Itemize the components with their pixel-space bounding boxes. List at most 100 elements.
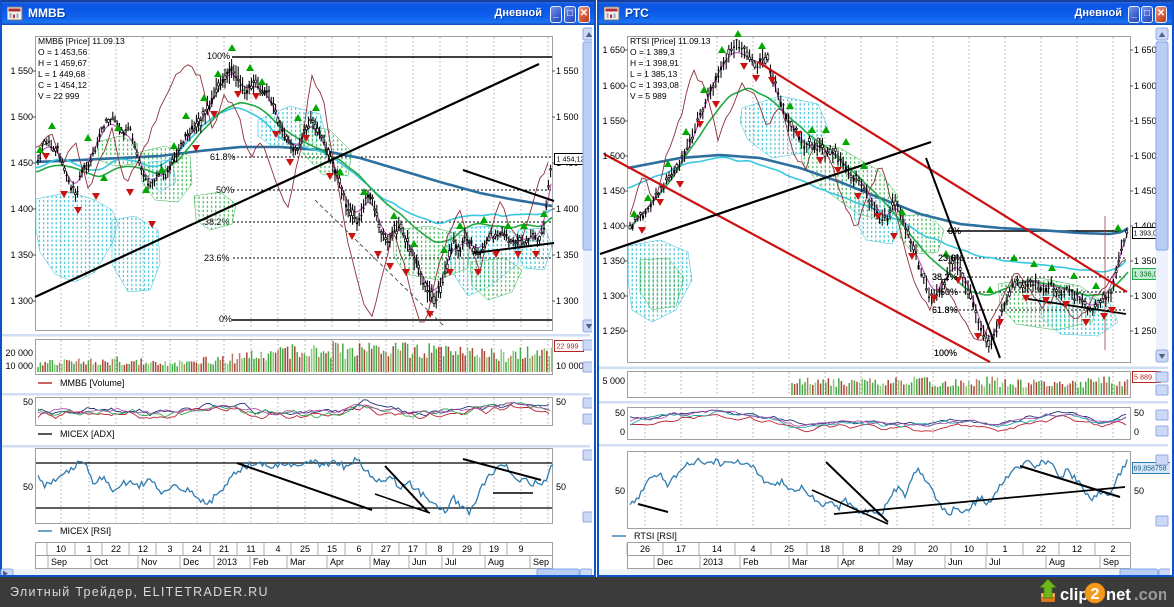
svg-text:ММВБ [Price] 11.09.13: ММВБ [Price] 11.09.13 bbox=[38, 36, 125, 46]
svg-text:2: 2 bbox=[1091, 586, 1100, 603]
svg-text:4: 4 bbox=[275, 544, 280, 554]
svg-text:18: 18 bbox=[820, 544, 830, 554]
svg-text:1 300: 1 300 bbox=[10, 296, 33, 306]
svg-text:6: 6 bbox=[356, 544, 361, 554]
svg-text:C = 1 393,08: C = 1 393,08 bbox=[630, 80, 679, 90]
svg-text:0: 0 bbox=[620, 427, 625, 437]
svg-text:50: 50 bbox=[615, 408, 625, 418]
svg-text:8: 8 bbox=[858, 544, 863, 554]
svg-text:100%: 100% bbox=[934, 348, 957, 358]
svg-text:Jun: Jun bbox=[948, 557, 963, 567]
svg-text:RTSI [Price] 11.09.13: RTSI [Price] 11.09.13 bbox=[630, 36, 711, 46]
svg-text:22: 22 bbox=[1036, 544, 1046, 554]
svg-text:clip: clip bbox=[1060, 586, 1088, 604]
svg-text:1 450: 1 450 bbox=[10, 158, 33, 168]
svg-text:1 300: 1 300 bbox=[556, 296, 579, 306]
svg-text:1 400: 1 400 bbox=[602, 221, 625, 231]
svg-text:61.8%: 61.8% bbox=[932, 305, 958, 315]
svg-text:May: May bbox=[896, 557, 914, 567]
svg-text:50: 50 bbox=[23, 482, 33, 492]
svg-text:2013: 2013 bbox=[703, 557, 723, 567]
svg-text:Apr: Apr bbox=[841, 557, 855, 567]
svg-text:1 454,12: 1 454,12 bbox=[557, 155, 585, 164]
svg-text:14: 14 bbox=[712, 544, 722, 554]
svg-text:L = 1 385,13: L = 1 385,13 bbox=[630, 69, 677, 79]
svg-text:1 393,09: 1 393,09 bbox=[1134, 231, 1161, 238]
svg-text:C = 1 454,12: C = 1 454,12 bbox=[38, 80, 87, 90]
svg-text:0%: 0% bbox=[219, 314, 232, 324]
svg-text:24: 24 bbox=[192, 544, 202, 554]
svg-text:1 550: 1 550 bbox=[1134, 116, 1157, 126]
svg-text:25: 25 bbox=[300, 544, 310, 554]
svg-text:Dec: Dec bbox=[657, 557, 674, 567]
svg-text:22: 22 bbox=[111, 544, 121, 554]
svg-text:1 500: 1 500 bbox=[1134, 151, 1157, 161]
svg-text:V = 5 989: V = 5 989 bbox=[630, 91, 667, 101]
svg-text:61.8%: 61.8% bbox=[210, 152, 236, 162]
svg-text:MICEX [RSI]: MICEX [RSI] bbox=[60, 526, 111, 536]
svg-text:1 400: 1 400 bbox=[10, 204, 33, 214]
svg-text:10 000: 10 000 bbox=[556, 361, 584, 371]
svg-text:Aug: Aug bbox=[1049, 557, 1065, 567]
svg-text:Feb: Feb bbox=[253, 557, 269, 567]
svg-text:1 250: 1 250 bbox=[602, 326, 625, 336]
svg-text:L = 1 449,68: L = 1 449,68 bbox=[38, 69, 85, 79]
svg-text:1 450: 1 450 bbox=[602, 186, 625, 196]
svg-text:1 450: 1 450 bbox=[1134, 186, 1157, 196]
svg-text:2013: 2013 bbox=[217, 557, 237, 567]
svg-text:4: 4 bbox=[750, 544, 755, 554]
svg-text:H = 1 398,91: H = 1 398,91 bbox=[630, 58, 679, 68]
svg-text:8: 8 bbox=[437, 544, 442, 554]
svg-text:23.6%: 23.6% bbox=[938, 253, 964, 263]
svg-text:O = 1 453,56: O = 1 453,56 bbox=[38, 47, 88, 57]
svg-text:1 500: 1 500 bbox=[10, 112, 33, 122]
svg-text:50: 50 bbox=[1134, 408, 1144, 418]
svg-text:1 350: 1 350 bbox=[556, 250, 579, 260]
svg-text:Jul: Jul bbox=[989, 557, 1001, 567]
svg-text:5 889: 5 889 bbox=[1134, 373, 1152, 382]
svg-text:MICEX [ADX]: MICEX [ADX] bbox=[60, 429, 115, 439]
svg-text:1 600: 1 600 bbox=[1134, 81, 1157, 91]
svg-text:Nov: Nov bbox=[141, 557, 158, 567]
svg-text:25: 25 bbox=[784, 544, 794, 554]
svg-text:50%: 50% bbox=[216, 185, 234, 195]
svg-text:Mar: Mar bbox=[792, 557, 808, 567]
svg-text:10: 10 bbox=[56, 544, 66, 554]
svg-text:O = 1 389,3: O = 1 389,3 bbox=[630, 47, 675, 57]
svg-text:Sep: Sep bbox=[51, 557, 67, 567]
svg-text:11: 11 bbox=[246, 544, 255, 554]
svg-text:27: 27 bbox=[381, 544, 391, 554]
svg-text:17: 17 bbox=[408, 544, 418, 554]
svg-text:100%: 100% bbox=[934, 348, 957, 358]
svg-text:Jul: Jul bbox=[445, 557, 457, 567]
svg-text:Mar: Mar bbox=[290, 557, 306, 567]
svg-text:1 650: 1 650 bbox=[1134, 45, 1157, 55]
svg-text:1 250: 1 250 bbox=[1134, 326, 1157, 336]
svg-text:3: 3 bbox=[167, 544, 172, 554]
svg-text:15: 15 bbox=[327, 544, 337, 554]
svg-text:0: 0 bbox=[1134, 427, 1139, 437]
svg-text:23.6%: 23.6% bbox=[938, 253, 964, 263]
svg-text:1 300: 1 300 bbox=[602, 291, 625, 301]
svg-text:50: 50 bbox=[556, 482, 566, 492]
svg-text:20: 20 bbox=[928, 544, 938, 554]
svg-text:1 650: 1 650 bbox=[602, 45, 625, 55]
svg-text:17: 17 bbox=[676, 544, 686, 554]
svg-text:20 000: 20 000 bbox=[5, 348, 33, 358]
svg-text:69,858758: 69,858758 bbox=[1134, 466, 1167, 473]
svg-text:100%: 100% bbox=[207, 51, 230, 61]
svg-text:2: 2 bbox=[1110, 544, 1115, 554]
svg-text:38.2%: 38.2% bbox=[932, 272, 958, 282]
svg-text:net: net bbox=[1106, 586, 1131, 604]
svg-text:1 336,03: 1 336,03 bbox=[1134, 270, 1162, 279]
svg-text:29: 29 bbox=[462, 544, 472, 554]
svg-text:ММВБ [Volume]: ММВБ [Volume] bbox=[60, 378, 124, 388]
svg-text:1 350: 1 350 bbox=[602, 256, 625, 266]
svg-text:29: 29 bbox=[892, 544, 902, 554]
svg-text:22 999: 22 999 bbox=[557, 342, 579, 351]
svg-text:9: 9 bbox=[518, 544, 523, 554]
svg-text:50: 50 bbox=[23, 397, 33, 407]
svg-text:Aug: Aug bbox=[488, 557, 504, 567]
svg-text:Jun: Jun bbox=[412, 557, 427, 567]
svg-text:1: 1 bbox=[1002, 544, 1007, 554]
